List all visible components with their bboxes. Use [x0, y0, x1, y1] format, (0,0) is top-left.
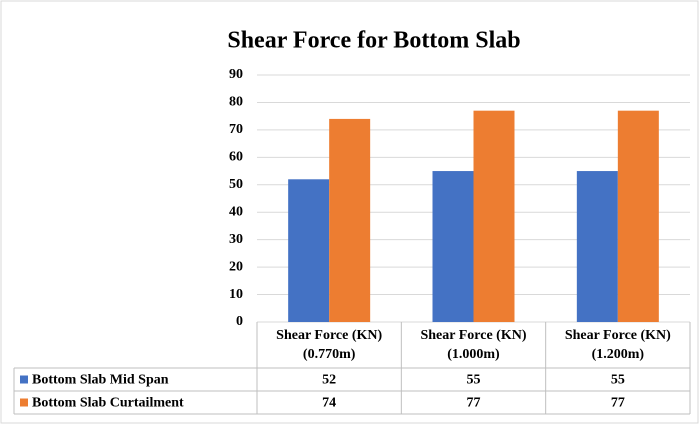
x-tick-label: Shear Force (KN) (0.770m) [276, 328, 383, 362]
table-value: 77 [611, 396, 625, 411]
bar [617, 110, 659, 322]
table-value: 55 [611, 373, 625, 388]
bar [576, 171, 618, 322]
y-tick-label: 50 [229, 177, 243, 192]
table-value: 74 [322, 396, 336, 411]
y-tick-label: 10 [229, 287, 243, 302]
x-tick-label: Shear Force (KN) (1.200m) [564, 328, 671, 362]
bar [432, 171, 474, 322]
y-tick-label: 20 [229, 259, 243, 274]
table-value: 52 [322, 373, 336, 388]
y-tick-label: 80 [229, 95, 243, 110]
bar [288, 179, 330, 322]
x-category: Shear Force (KN) (1.200m) [564, 328, 671, 362]
y-tick-label: 0 [236, 314, 243, 329]
x-category: Shear Force (KN) (0.770m) [276, 328, 383, 362]
y-tick-label: 90 [229, 67, 243, 82]
y-tick-label: 30 [229, 232, 243, 247]
legend-label: Bottom Slab Curtailment [32, 396, 184, 411]
table-value: 77 [467, 396, 481, 411]
y-tick-label: 60 [229, 150, 243, 165]
bar [473, 110, 515, 322]
y-tick-label: 40 [229, 204, 243, 219]
legend-swatch [20, 398, 28, 407]
y-tick-label: 70 [229, 122, 243, 137]
x-category: Shear Force (KN) (1.000m) [420, 328, 527, 362]
x-tick-label: Shear Force (KN) (1.000m) [420, 328, 527, 362]
chart-title: Shear Force for Bottom Slab [227, 28, 520, 54]
legend-label: Bottom Slab Mid Span [32, 373, 169, 388]
legend-swatch [20, 375, 28, 384]
bar [329, 118, 371, 323]
table-value: 55 [467, 373, 481, 388]
